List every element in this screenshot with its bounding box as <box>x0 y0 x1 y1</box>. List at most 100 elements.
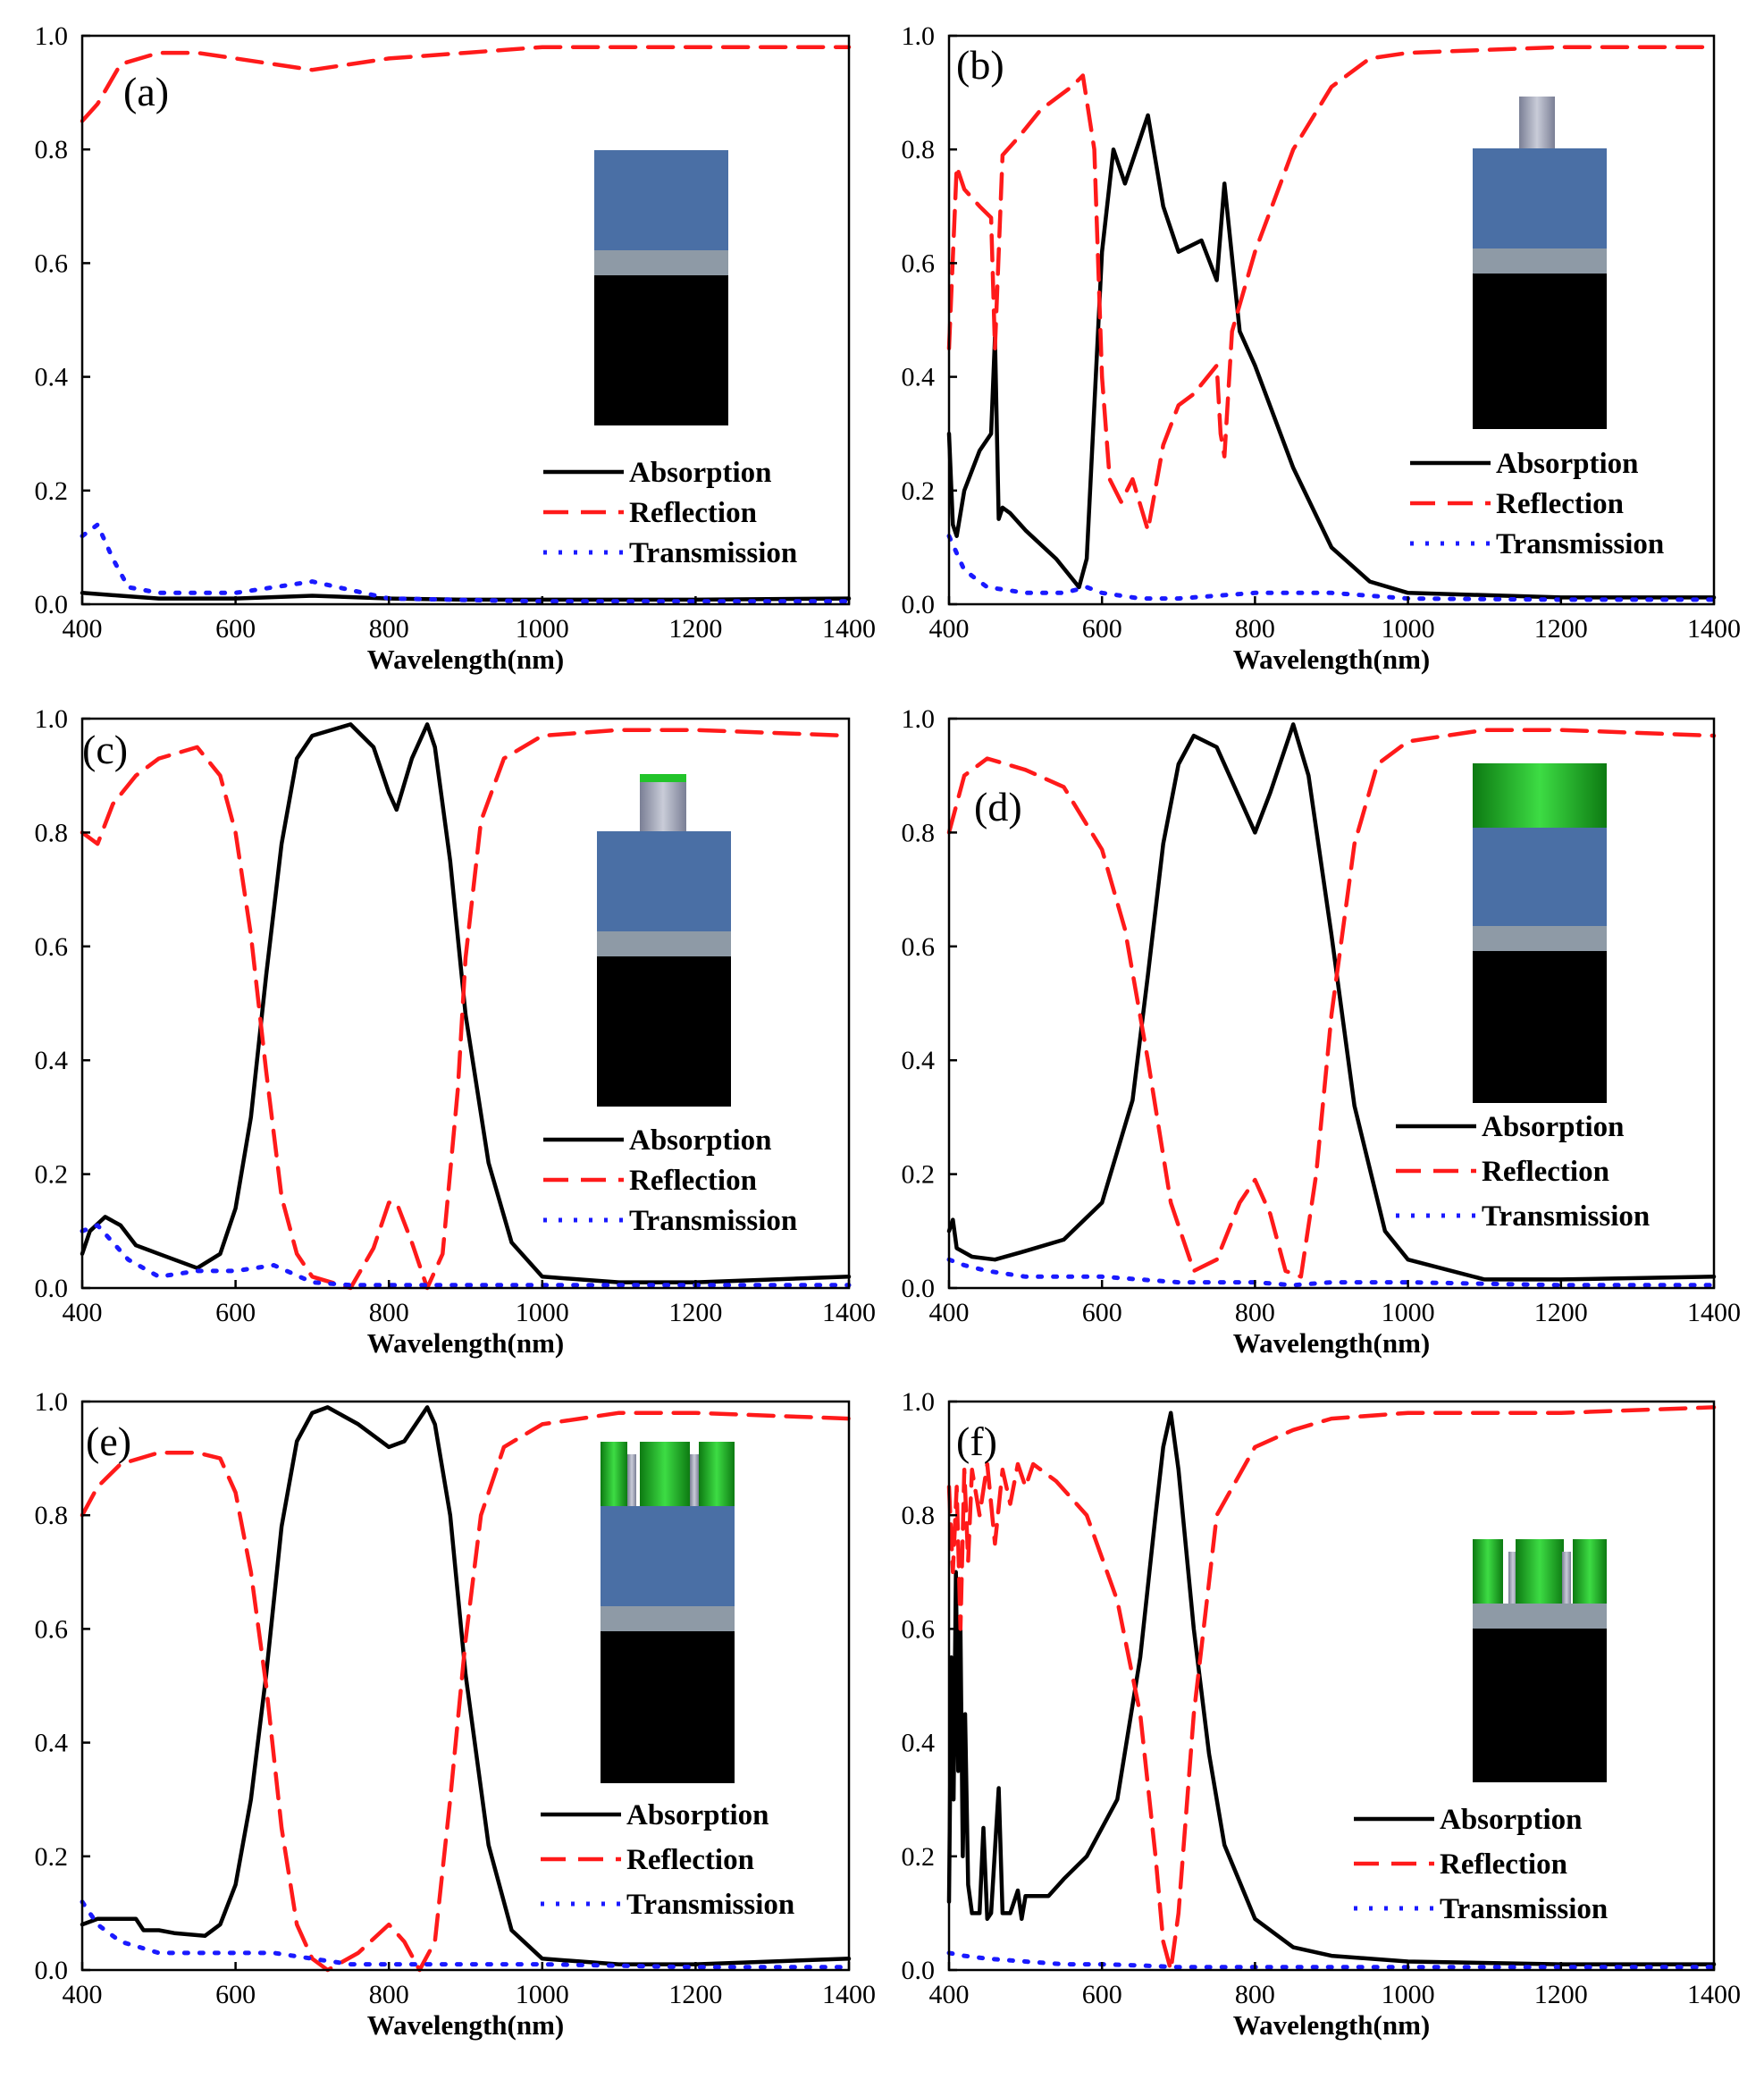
y-tick-label: 0.0 <box>35 590 69 619</box>
y-tick-label: 0.4 <box>902 363 936 392</box>
inset-green-bar <box>640 1442 690 1506</box>
x-tick-label: 400 <box>63 614 103 644</box>
x-tick-label: 400 <box>929 1980 970 2009</box>
x-tick-label: 800 <box>1235 614 1275 644</box>
inset-spacer-layer <box>1473 248 1607 274</box>
x-tick-label: 800 <box>369 1980 409 2009</box>
y-tick-label: 0.2 <box>35 1160 69 1190</box>
panel-label: (c) <box>82 727 128 772</box>
legend-label-transmission: Transmission <box>629 1205 797 1237</box>
x-tick-label: 1400 <box>1687 614 1741 644</box>
legend-label-absorption: Absorption <box>629 457 772 489</box>
legend-label-reflection: Reflection <box>1496 488 1624 520</box>
chart-panel-d: 400 600 800 1000 1200 1400 0.0 0.2 0.4 0.6 0.8 1.0 W… <box>902 704 1742 1359</box>
inset-pillar <box>1562 1552 1571 1604</box>
legend-label-transmission: Transmission <box>1482 1200 1650 1233</box>
chart-panel-a: 400 600 800 1000 1200 1400 0.0 0.2 0.4 0.6 0.8 1.0 W… <box>35 21 877 675</box>
plot-frame <box>80 34 851 606</box>
x-tick-label: 400 <box>63 1980 103 2009</box>
series-line-absorption <box>946 113 1717 600</box>
y-tick-label: 0.4 <box>902 1046 936 1075</box>
x-tick-label: 600 <box>215 1298 256 1327</box>
legend-label-absorption: Absorption <box>629 1124 772 1157</box>
legend-label-reflection: Reflection <box>629 497 757 529</box>
x-tick-label: 1200 <box>1534 1980 1588 2009</box>
series-line-absorption <box>946 722 1717 1282</box>
inset-dielectric-layer <box>1473 828 1607 926</box>
y-tick-label: 0.2 <box>35 476 69 506</box>
series-line-reflection <box>80 45 852 123</box>
inset-dielectric-layer <box>1473 148 1607 248</box>
legend: Absorption Reflection Transmission <box>541 1799 794 1921</box>
y-tick-label: 0.0 <box>902 590 936 619</box>
y-tick-label: 0.8 <box>902 818 936 847</box>
y-tick-label: 1.0 <box>902 1387 936 1417</box>
inset-spacer-layer <box>597 931 731 956</box>
series-line-transmission <box>80 1899 852 1970</box>
x-tick-label: 1200 <box>668 614 722 644</box>
legend-label-transmission: Transmission <box>1496 528 1664 560</box>
x-tick-label: 1000 <box>1382 1298 1435 1327</box>
chart-panel-b: 400 600 800 1000 1200 1400 0.0 0.2 0.4 0.6 0.8 1.0 W… <box>902 21 1742 675</box>
legend-label-reflection: Reflection <box>1440 1848 1567 1881</box>
x-tick-label: 800 <box>369 1298 409 1327</box>
inset-substrate <box>1473 951 1607 1103</box>
legend-label-transmission: Transmission <box>629 537 797 569</box>
y-tick-label: 0.0 <box>35 1956 69 1985</box>
inset-pillar <box>627 1454 636 1506</box>
x-tick-label: 400 <box>929 614 970 644</box>
y-tick-label: 0.8 <box>902 1501 936 1530</box>
inset-green-layer <box>1473 763 1607 828</box>
inset-substrate <box>1473 274 1607 429</box>
panel-label: (a) <box>123 69 169 114</box>
legend-label-absorption: Absorption <box>626 1799 769 1831</box>
legend-label-reflection: Reflection <box>629 1165 757 1197</box>
x-tick-label: 1200 <box>668 1298 722 1327</box>
inset-spacer-layer <box>1473 926 1607 951</box>
x-tick-label: 400 <box>63 1298 103 1327</box>
legend-label-absorption: Absorption <box>1496 448 1639 480</box>
series-line-reflection <box>946 45 1717 533</box>
y-tick-label: 0.4 <box>35 363 69 392</box>
legend-label-reflection: Reflection <box>1482 1156 1609 1188</box>
legend-label-absorption: Absorption <box>1482 1111 1625 1143</box>
inset-substrate <box>594 275 728 425</box>
y-tick-label: 0.6 <box>35 1614 69 1644</box>
x-axis-label: Wavelength(nm) <box>1233 644 1430 675</box>
x-tick-label: 1000 <box>516 1298 569 1327</box>
inset-dielectric-layer <box>594 150 728 250</box>
x-tick-label: 600 <box>1082 1980 1122 2009</box>
legend: Absorption Reflection Transmission <box>1354 1804 1608 1925</box>
series-line-absorption <box>946 1410 1717 1966</box>
x-tick-label: 1200 <box>1534 614 1588 644</box>
inset-pillar <box>1508 1552 1517 1604</box>
structure-inset <box>597 774 731 1107</box>
y-tick-label: 1.0 <box>902 704 936 734</box>
x-tick-label: 600 <box>1082 1298 1122 1327</box>
series-line-transmission <box>80 1223 852 1288</box>
x-axis-label: Wavelength(nm) <box>367 1327 564 1359</box>
x-tick-label: 1000 <box>516 614 569 644</box>
y-tick-label: 0.2 <box>35 1842 69 1872</box>
x-axis-label: Wavelength(nm) <box>367 2009 564 2041</box>
chart-panel-e: 400 600 800 1000 1200 1400 0.0 0.2 0.4 0.6 0.8 1.0 W… <box>35 1387 877 2041</box>
x-tick-label: 1000 <box>1382 1980 1435 2009</box>
x-tick-label: 1400 <box>1687 1298 1741 1327</box>
y-tick-label: 0.6 <box>902 248 936 278</box>
inset-green-bar <box>699 1442 735 1506</box>
series-line-absorption <box>80 591 852 602</box>
inset-green-cap <box>640 774 686 782</box>
legend: Absorption Reflection Transmission <box>543 1124 797 1237</box>
y-tick-label: 1.0 <box>35 1387 69 1417</box>
x-axis-label: Wavelength(nm) <box>367 644 564 675</box>
y-tick-label: 1.0 <box>35 21 69 51</box>
series-line-transmission <box>946 534 1717 602</box>
panel-label: (d) <box>974 784 1022 829</box>
chart-panel-c: 400 600 800 1000 1200 1400 0.0 0.2 0.4 0.6 0.8 1.0 W… <box>35 704 877 1359</box>
inset-spacer-layer <box>1473 1604 1607 1629</box>
x-tick-label: 1400 <box>822 1980 876 2009</box>
legend-label-transmission: Transmission <box>626 1889 794 1921</box>
plot-frame <box>80 1400 851 1972</box>
x-tick-label: 1400 <box>1687 1980 1741 2009</box>
plot-frame <box>947 717 1716 1290</box>
